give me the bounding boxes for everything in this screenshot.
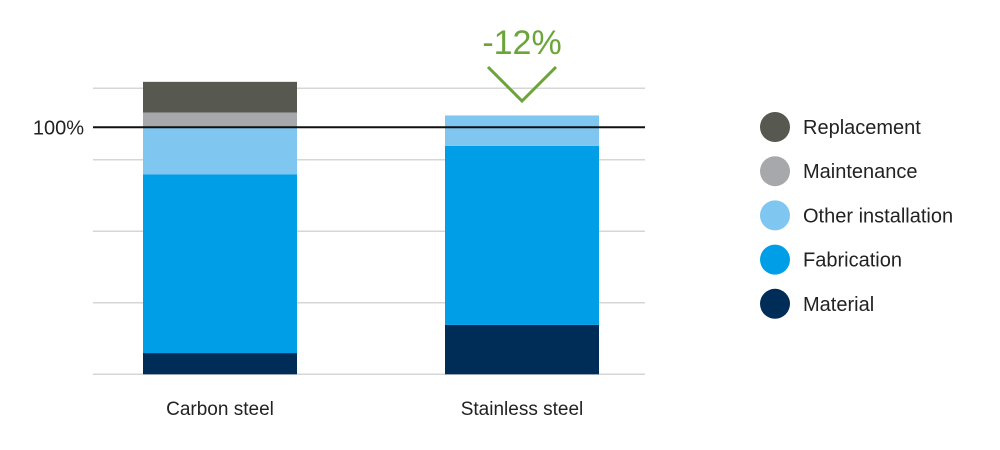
chevron-down-icon (486, 65, 558, 104)
bar-maintenance (143, 112, 297, 128)
x-tick-label: Stainless steel (461, 399, 584, 420)
bar-material (445, 324, 599, 375)
legend-swatch (760, 156, 790, 187)
legend-label: Maintenance (803, 161, 918, 183)
legend-swatch (760, 288, 790, 319)
legend-swatch (760, 244, 790, 275)
bar-material (143, 353, 297, 375)
x-axis-labels: Carbon steel Stainless steel (166, 399, 583, 420)
bars (143, 81, 599, 375)
reduction-annotation: -12% (482, 24, 561, 62)
legend-label: Other installation (803, 205, 953, 227)
legend-swatch (760, 200, 790, 231)
legend-label: Material (803, 294, 874, 316)
bar-other-installation (445, 115, 599, 146)
bar-fabrication (143, 174, 297, 354)
legend-label: Replacement (803, 117, 921, 139)
bar-other-installation (143, 127, 297, 175)
x-tick-label: Carbon steel (166, 399, 274, 420)
reference-line-label: 100% (33, 117, 84, 139)
bar-fabrication (445, 145, 599, 325)
bar-replacement (143, 81, 297, 113)
legend: Replacement Maintenance Other installation… (760, 112, 953, 319)
legend-label: Fabrication (803, 250, 902, 272)
legend-swatch (760, 112, 790, 142)
